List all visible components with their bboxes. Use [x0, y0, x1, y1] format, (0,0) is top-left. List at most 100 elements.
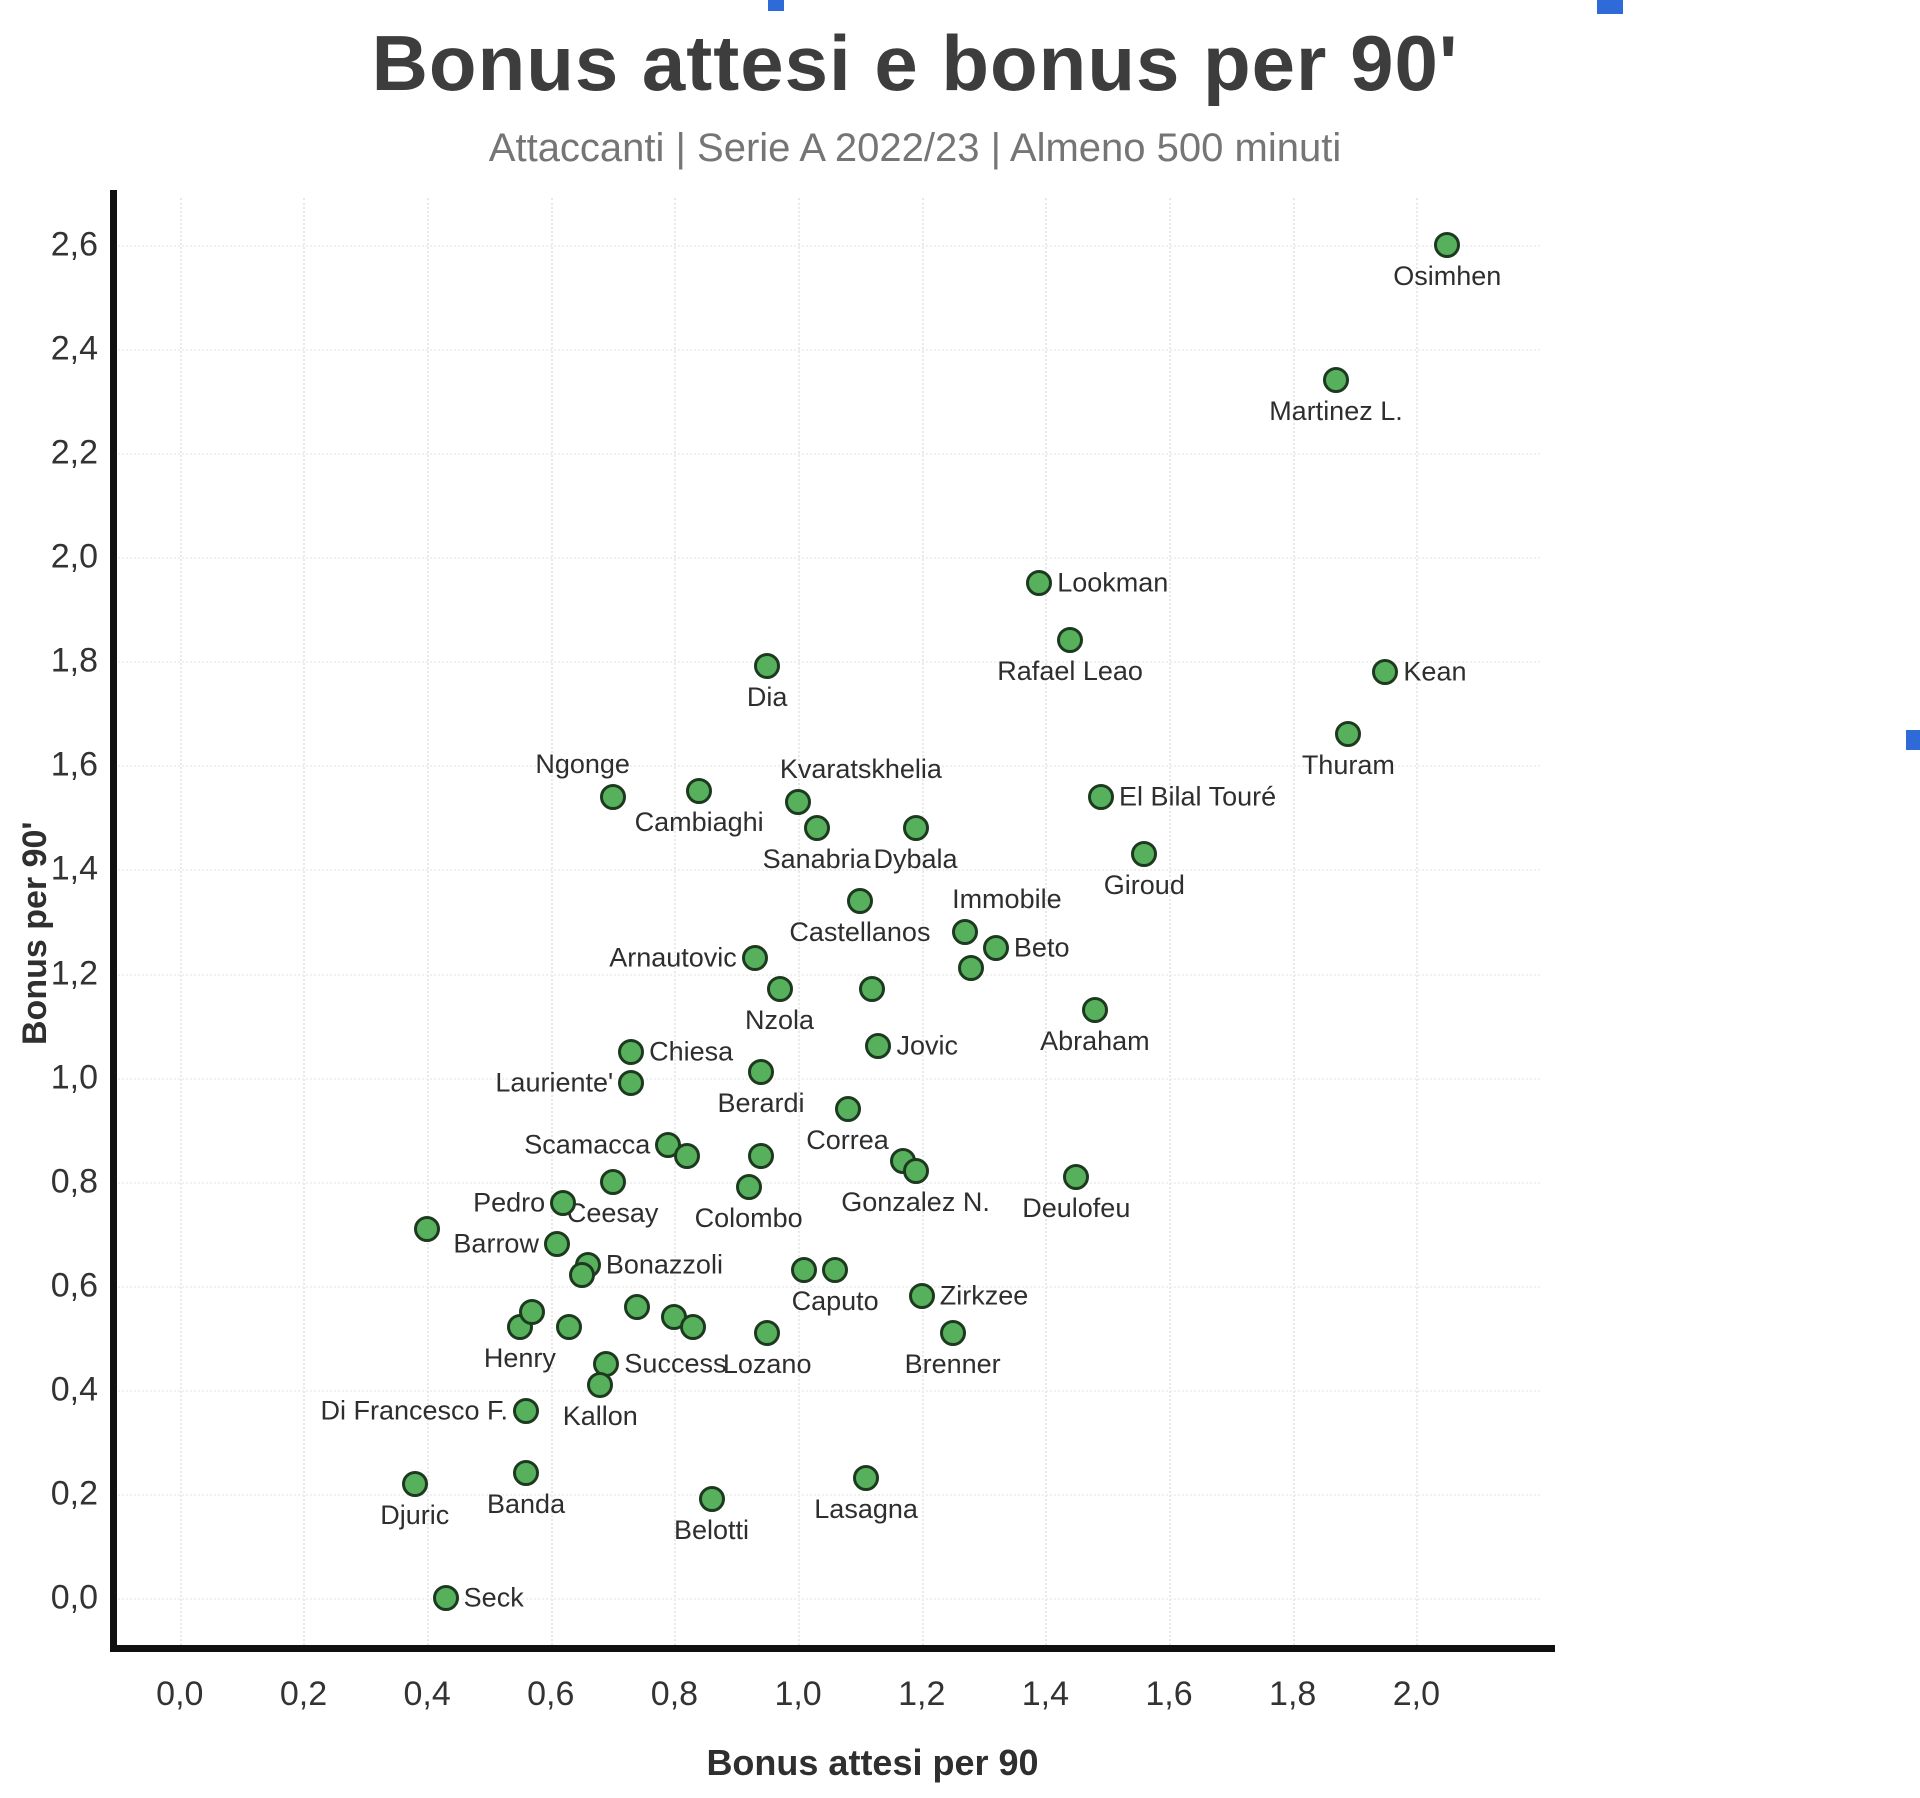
data-point: [853, 1465, 880, 1492]
data-point-label: Pedro: [473, 1187, 546, 1218]
data-point-label: Kallon: [562, 1400, 638, 1431]
y-tick-label: 1,4: [50, 849, 98, 888]
data-point-label: Chiesa: [649, 1036, 734, 1067]
data-point: [587, 1371, 614, 1398]
screen-artifact: [1906, 730, 1920, 750]
data-point-label: Lozano: [722, 1348, 812, 1379]
data-point-label: Gonzalez N.: [841, 1187, 990, 1218]
data-point: [952, 918, 979, 945]
gridline-horizontal: [118, 1598, 1540, 1601]
data-point-label: Abraham: [1040, 1025, 1150, 1056]
gridline-horizontal: [118, 973, 1540, 976]
gridline-vertical: [1045, 198, 1048, 1645]
data-point: [550, 1189, 577, 1216]
gridline-vertical: [179, 198, 182, 1645]
data-point: [1057, 627, 1084, 654]
data-point: [432, 1585, 459, 1612]
gridline-vertical: [1169, 198, 1172, 1645]
data-point-label: Jovic: [896, 1030, 958, 1061]
data-point-label: Thuram: [1301, 750, 1395, 781]
y-tick-label: 1,6: [50, 745, 98, 784]
y-tick-label: 2,4: [50, 329, 98, 368]
gridline-vertical: [921, 198, 924, 1645]
data-point: [1063, 1163, 1090, 1190]
data-point: [747, 1142, 774, 1169]
data-point: [785, 788, 812, 815]
data-point: [679, 1314, 706, 1341]
data-point-label: Berardi: [717, 1088, 805, 1119]
data-point-label: Deulofeu: [1022, 1192, 1131, 1223]
data-point: [747, 1059, 774, 1086]
gridline-horizontal: [118, 557, 1540, 560]
data-point: [741, 944, 768, 971]
data-point-label: Immobile: [952, 883, 1062, 914]
data-point: [1335, 721, 1362, 748]
y-axis-line: [110, 190, 117, 1652]
y-tick-label: 0,6: [50, 1266, 98, 1305]
data-point: [624, 1293, 651, 1320]
gridline-horizontal: [118, 869, 1540, 872]
data-point: [618, 1038, 645, 1065]
data-point: [513, 1460, 540, 1487]
data-point-label: Brenner: [904, 1348, 1001, 1379]
data-point: [834, 1095, 861, 1122]
data-point-label: Kvaratskhelia: [779, 753, 942, 784]
data-point: [803, 814, 830, 841]
data-point-label: Caputo: [791, 1286, 879, 1317]
gridline-horizontal: [118, 244, 1540, 247]
y-tick-label: 2,6: [50, 225, 98, 264]
data-point: [543, 1231, 570, 1258]
data-point-label: Djuric: [380, 1499, 450, 1530]
data-point: [939, 1319, 966, 1346]
y-tick-label: 2,0: [50, 537, 98, 576]
data-point-label: Dia: [746, 682, 788, 713]
data-point: [902, 1158, 929, 1185]
data-point: [859, 976, 886, 1003]
data-point: [791, 1257, 818, 1284]
x-tick-label: 0,8: [650, 1675, 699, 1713]
data-point: [1372, 658, 1399, 685]
gridline-horizontal: [118, 1494, 1540, 1497]
y-tick-label: 0,4: [50, 1370, 98, 1409]
screen-artifact: [1597, 0, 1623, 14]
x-tick-label: 0,0: [156, 1675, 204, 1713]
data-point: [698, 1486, 725, 1513]
data-point: [735, 1173, 762, 1200]
data-point-label: Martinez L.: [1269, 396, 1403, 427]
data-point: [513, 1397, 540, 1424]
data-point: [982, 934, 1009, 961]
data-point: [754, 1319, 781, 1346]
data-point-label: Cambiaghi: [634, 807, 764, 838]
data-point-label: Banda: [487, 1489, 566, 1520]
chart-subtitle: Attaccanti | Serie A 2022/23 | Almeno 50…: [488, 126, 1342, 170]
data-point-label: Correa: [806, 1124, 889, 1155]
gridline-vertical: [427, 198, 430, 1645]
data-point: [1434, 231, 1461, 258]
data-point-label: Giroud: [1103, 869, 1185, 900]
gridline-horizontal: [118, 348, 1540, 351]
gridline-horizontal: [118, 1285, 1540, 1288]
gridline-horizontal: [118, 661, 1540, 664]
data-point: [846, 887, 873, 914]
gridline-horizontal: [118, 1181, 1540, 1184]
x-tick-label: 1,6: [1145, 1675, 1193, 1713]
data-point-label: Barrow: [453, 1228, 539, 1259]
x-tick-label: 0,6: [527, 1675, 575, 1713]
data-point: [958, 955, 985, 982]
x-tick-label: 0,4: [403, 1675, 451, 1713]
data-point-label: Lauriente': [495, 1067, 614, 1098]
gridline-vertical: [798, 198, 801, 1645]
gridline-horizontal: [118, 1389, 1540, 1392]
data-point: [673, 1142, 700, 1169]
x-tick-label: 1,2: [898, 1675, 946, 1713]
data-point: [822, 1257, 849, 1284]
x-axis-line: [110, 1645, 1555, 1652]
data-point: [1088, 783, 1115, 810]
gridline-vertical: [303, 198, 306, 1645]
data-point-label: Henry: [483, 1343, 556, 1374]
data-point-label: Di Francesco F.: [320, 1395, 509, 1426]
data-point: [1081, 996, 1108, 1023]
data-point-label: Arnautovic: [609, 942, 737, 973]
data-point: [618, 1069, 645, 1096]
